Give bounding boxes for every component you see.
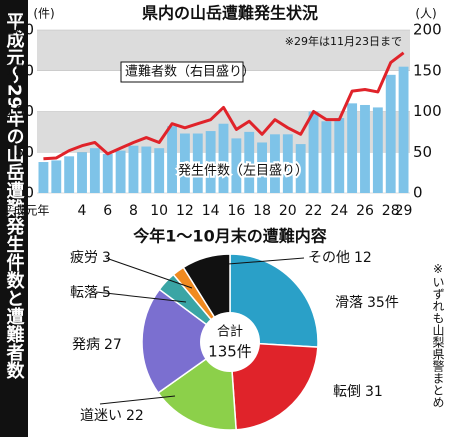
y-tick-label: 0 bbox=[24, 184, 34, 202]
y2-tick-label: 100 bbox=[413, 102, 442, 120]
x-tick-label: 22 bbox=[305, 203, 323, 219]
slice-name: 発病 bbox=[72, 337, 100, 353]
x-tick-label: 12 bbox=[176, 203, 194, 219]
leader-line bbox=[227, 257, 305, 265]
leader-line bbox=[105, 257, 193, 289]
slice-label: 転倒 31 bbox=[333, 384, 383, 400]
pie-slice bbox=[229, 341, 319, 431]
y-tick-label: 50 bbox=[15, 143, 34, 161]
x-tick-label: 24 bbox=[330, 203, 348, 219]
bar bbox=[51, 160, 62, 193]
x-tick-label: 平成元年 bbox=[1, 204, 49, 218]
slice-label: 滑落 35件 bbox=[335, 294, 399, 311]
slice-name: 転倒 bbox=[333, 384, 361, 400]
legend-box bbox=[120, 61, 244, 83]
legend-label: 発生件数（左目盛り） bbox=[178, 164, 308, 179]
bar bbox=[179, 133, 190, 193]
bar bbox=[154, 148, 165, 193]
bar bbox=[231, 138, 242, 193]
bar bbox=[167, 126, 177, 193]
bar bbox=[205, 131, 216, 193]
legend-label: 遭難者数（右目盛り） bbox=[125, 65, 255, 80]
note: ※29年は11月23日まで bbox=[285, 34, 402, 48]
slice-name: 滑落 bbox=[335, 294, 363, 311]
chart-title: 県内の山岳遭難発生状況 bbox=[142, 4, 318, 23]
title-strip bbox=[0, 0, 28, 437]
x-tick-label: 18 bbox=[253, 203, 271, 219]
line bbox=[43, 51, 405, 161]
bar bbox=[89, 148, 100, 193]
slice-value: 27 bbox=[104, 337, 122, 353]
x-tick-label: 29 bbox=[395, 203, 413, 219]
slice-label: その他 12 bbox=[308, 250, 372, 266]
slice-label: 発病 27 bbox=[72, 337, 122, 353]
bar bbox=[77, 152, 87, 193]
x-tick-label: 28 bbox=[382, 203, 400, 219]
pie-slice bbox=[141, 288, 232, 394]
vertical-title: 平成元～29年の山岳遭難発生件数と遭難者数 bbox=[4, 12, 26, 380]
bar bbox=[360, 104, 370, 193]
y2-tick-label: 200 bbox=[413, 21, 442, 39]
slice-label: 道迷い 22 bbox=[80, 408, 144, 424]
bar bbox=[102, 153, 113, 193]
bar bbox=[38, 162, 49, 193]
bar bbox=[295, 144, 306, 193]
bar bbox=[334, 118, 345, 193]
x-tick-label: 4 bbox=[78, 203, 87, 219]
slice-value: 22 bbox=[126, 408, 144, 424]
x-tick-label: 26 bbox=[356, 203, 374, 219]
y-tick-label: 150 bbox=[5, 61, 34, 79]
bar bbox=[270, 134, 280, 193]
y-unit: (件) bbox=[33, 7, 54, 21]
y-tick-label: 200 bbox=[5, 21, 34, 39]
slice-label: 疲労 3 bbox=[70, 249, 111, 266]
slice-value: 31 bbox=[365, 384, 383, 400]
x-tick-label: 20 bbox=[279, 203, 297, 219]
x-tick-label: 16 bbox=[227, 203, 245, 219]
bar bbox=[385, 74, 396, 193]
slice-name: その他 bbox=[308, 250, 350, 266]
pie-title: 今年1～10月末の遭難内容 bbox=[132, 227, 326, 246]
bar bbox=[321, 121, 332, 193]
x-tick-label: 6 bbox=[103, 203, 112, 219]
y2-tick-label: 0 bbox=[413, 184, 423, 202]
slice-name: 転落 bbox=[70, 285, 98, 301]
slice-value: 12 bbox=[354, 250, 372, 266]
bar bbox=[141, 146, 152, 193]
slice-name: 疲労 bbox=[70, 249, 98, 266]
center-label: 合計 bbox=[217, 324, 243, 340]
center-value: 135件 bbox=[208, 343, 252, 361]
leader-line bbox=[99, 395, 176, 405]
source-note: ※いずれも山梨県警まとめ bbox=[431, 262, 445, 408]
bar bbox=[372, 107, 383, 193]
y2-tick-label: 150 bbox=[413, 61, 442, 79]
bar bbox=[192, 133, 203, 193]
leader-line bbox=[95, 291, 187, 303]
bar bbox=[64, 156, 75, 193]
bar bbox=[282, 134, 293, 193]
y-tick-label: 100 bbox=[5, 102, 34, 120]
pie-hole bbox=[200, 312, 260, 372]
x-tick-label: 10 bbox=[150, 203, 168, 219]
bar bbox=[115, 150, 126, 193]
bar bbox=[347, 103, 358, 193]
bar bbox=[128, 145, 139, 193]
slice-value: 35件 bbox=[367, 295, 399, 311]
y2-tick-label: 50 bbox=[413, 143, 432, 161]
bar bbox=[257, 142, 268, 193]
bar bbox=[218, 123, 229, 193]
x-tick-label: 8 bbox=[129, 203, 138, 219]
x-tick-label: 14 bbox=[202, 203, 220, 219]
y2-unit: (人) bbox=[415, 7, 436, 21]
bar bbox=[398, 66, 409, 193]
bar bbox=[308, 111, 319, 193]
slice-name: 道迷い bbox=[80, 408, 122, 424]
bar bbox=[244, 131, 255, 193]
